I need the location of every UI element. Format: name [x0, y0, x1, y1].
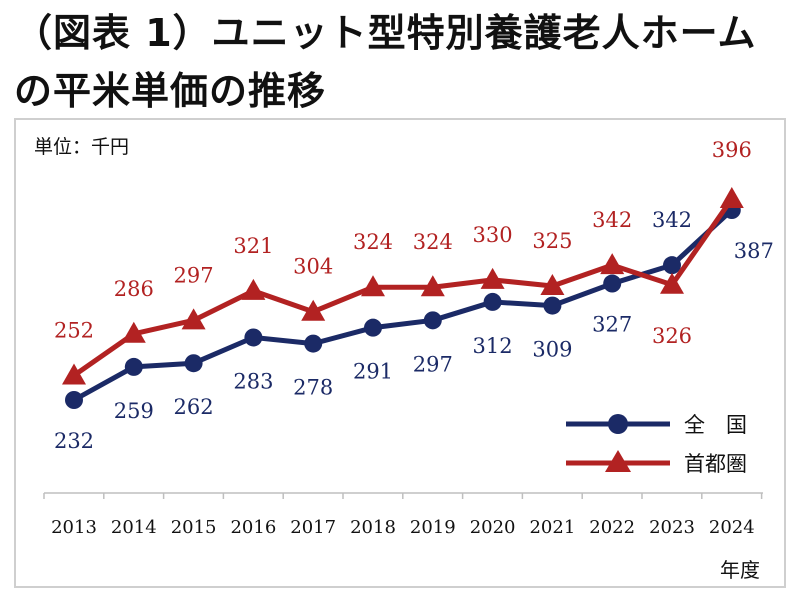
- legend-marker-triangle: [605, 450, 631, 472]
- data-point-national: [364, 318, 382, 337]
- data-label-national: 259: [114, 399, 154, 423]
- x-tick-label: 2014: [111, 517, 157, 538]
- x-tick-label: 2017: [290, 517, 336, 538]
- data-point-national: [124, 357, 143, 376]
- data-point-national: [483, 292, 502, 311]
- data-label-tokyo: 324: [413, 230, 453, 254]
- legend-label: 全 国: [684, 413, 747, 437]
- data-point-national: [65, 391, 83, 409]
- data-point-national: [423, 311, 442, 330]
- x-tick-label: 2022: [589, 517, 635, 538]
- x-axis-label: 年度: [720, 558, 760, 582]
- data-label-tokyo: 342: [592, 208, 632, 232]
- data-point-tokyo: [660, 272, 684, 294]
- data-point-national: [663, 256, 681, 275]
- data-label-tokyo: 324: [353, 230, 393, 254]
- data-point-national: [184, 354, 203, 373]
- data-label-tokyo: 325: [532, 229, 572, 253]
- data-point-tokyo: [62, 363, 86, 385]
- data-point-national: [304, 334, 323, 353]
- data-label-national: 342: [652, 208, 692, 232]
- data-label-tokyo: 396: [712, 138, 752, 162]
- data-label-national: 312: [473, 334, 513, 358]
- x-tick-label: 2023: [649, 517, 695, 538]
- data-point-tokyo: [420, 275, 445, 297]
- data-label-national: 387: [734, 239, 774, 263]
- legend-label: 首都圏: [684, 452, 747, 476]
- data-point-tokyo: [600, 253, 625, 275]
- data-label-tokyo: 304: [293, 255, 333, 279]
- x-tick-label: 2021: [529, 517, 575, 538]
- data-label-national: 327: [592, 313, 632, 337]
- data-point-national: [244, 328, 263, 347]
- data-label-tokyo: 252: [54, 318, 94, 342]
- data-label-national: 262: [174, 395, 214, 419]
- chart-frame: 単位：千円: [14, 118, 786, 588]
- x-tick-label: 2024: [709, 517, 755, 538]
- x-tick-label: 2016: [230, 517, 276, 538]
- data-point-tokyo: [181, 308, 206, 330]
- data-point-tokyo: [241, 278, 266, 300]
- data-label-national: 278: [293, 376, 333, 400]
- x-tick-label: 2020: [470, 517, 516, 538]
- data-label-national: 309: [532, 338, 572, 362]
- data-label-national: 297: [413, 352, 453, 376]
- data-label-national: 232: [54, 429, 94, 453]
- data-point-national: [603, 274, 622, 293]
- unit-label: 単位：千円: [34, 136, 130, 158]
- data-label-tokyo: 297: [174, 263, 214, 287]
- x-tick-label: 2013: [51, 517, 97, 538]
- data-label-national: 291: [353, 360, 393, 384]
- chart-title: （図表 1）ユニット型特別養護老人ホームの平米単価の推移: [14, 11, 757, 113]
- data-point-tokyo: [719, 186, 744, 208]
- data-label-tokyo: 330: [473, 223, 513, 247]
- series-line-tokyo: [72, 197, 734, 378]
- x-tick-label: 2018: [350, 517, 396, 538]
- data-label-tokyo: 286: [114, 277, 154, 301]
- series-line-national: [72, 208, 734, 403]
- legend-marker-circle: [608, 414, 628, 434]
- data-label-tokyo: 321: [233, 234, 273, 258]
- data-point-tokyo: [480, 267, 505, 289]
- data-label-tokyo: 326: [652, 324, 692, 348]
- data-point-national: [543, 296, 562, 315]
- data-point-tokyo: [361, 275, 385, 297]
- x-tick-label: 2015: [171, 517, 217, 538]
- data-point-tokyo: [540, 274, 565, 295]
- data-point-tokyo: [121, 321, 146, 343]
- data-point-tokyo: [301, 299, 326, 321]
- data-label-national: 283: [233, 369, 273, 393]
- x-tick-label: 2019: [410, 517, 456, 538]
